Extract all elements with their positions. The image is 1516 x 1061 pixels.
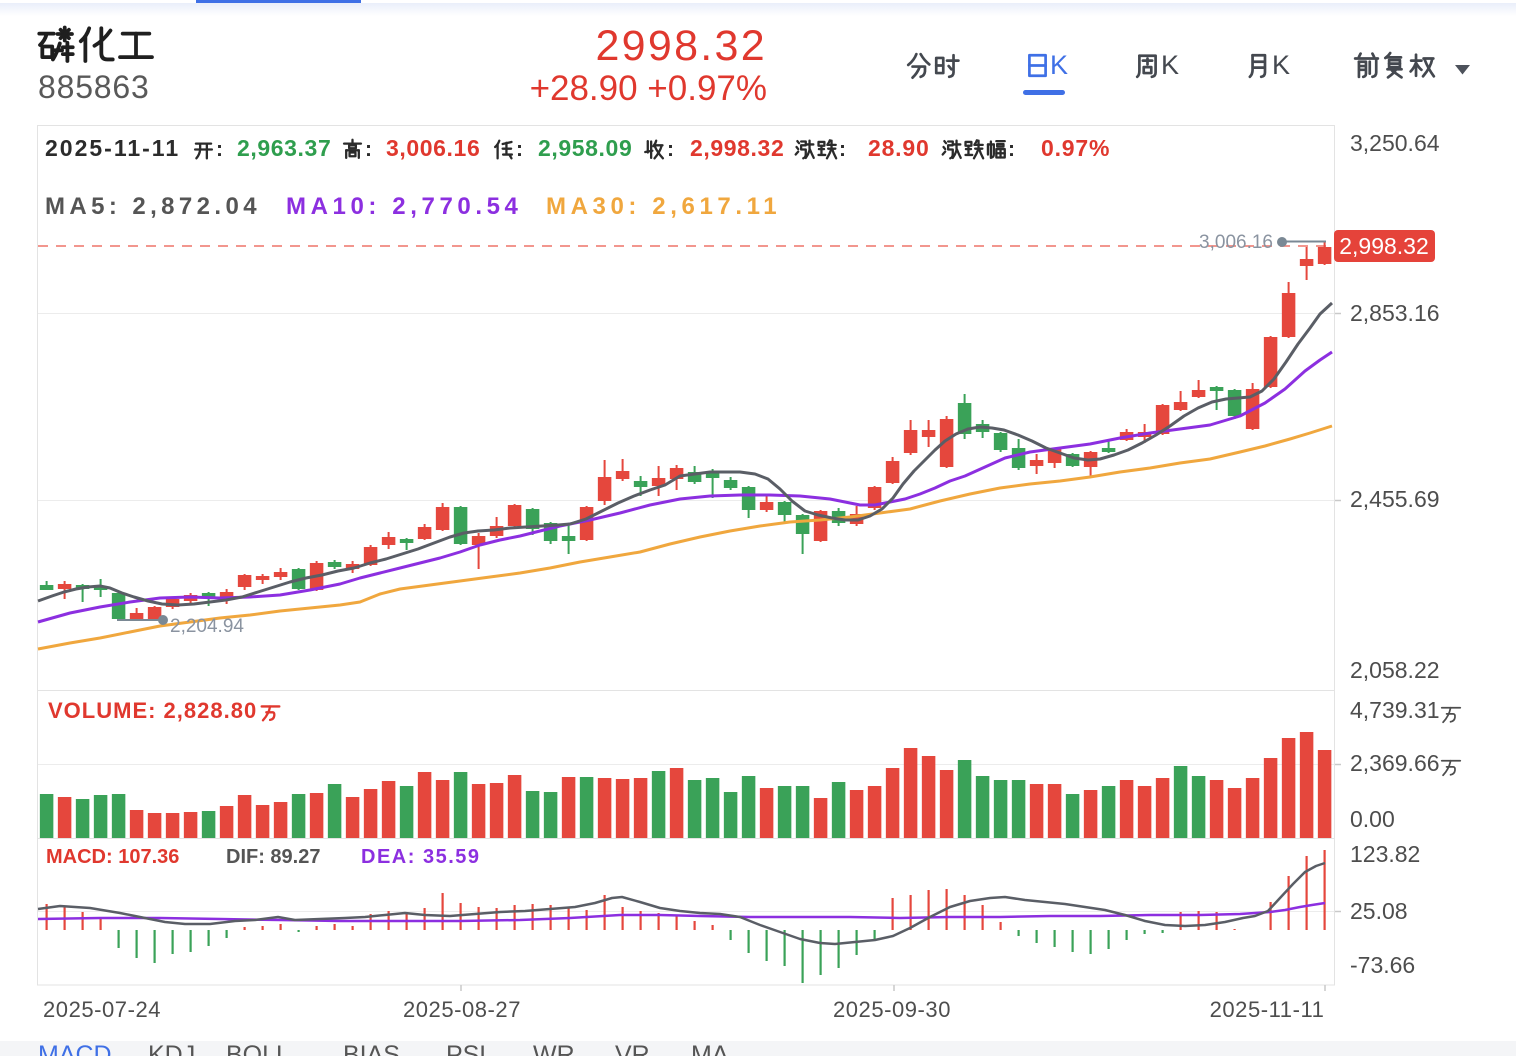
svg-text:KDJ: KDJ <box>148 1041 195 1056</box>
svg-text::: : <box>216 138 223 161</box>
svg-text:-73.66: -73.66 <box>1350 952 1415 978</box>
svg-text:MA5: 2,872.04: MA5: 2,872.04 <box>45 193 261 220</box>
svg-text:DIF: 89.27: DIF: 89.27 <box>226 846 320 868</box>
svg-text:2,455.69: 2,455.69 <box>1350 486 1440 512</box>
svg-text:VOLUME: 2,828.80: VOLUME: 2,828.80 <box>48 698 257 723</box>
svg-text::: : <box>667 138 674 161</box>
svg-text:2,958.09: 2,958.09 <box>538 135 632 161</box>
svg-text:2,998.32: 2,998.32 <box>1339 233 1429 259</box>
svg-text:0.00: 0.00 <box>1350 806 1395 832</box>
svg-text:MA: MA <box>691 1041 729 1056</box>
svg-text:885863: 885863 <box>38 69 150 105</box>
svg-text:BIAS: BIAS <box>343 1041 400 1056</box>
svg-text:K: K <box>1161 50 1179 80</box>
svg-text:28.90: 28.90 <box>868 135 930 161</box>
svg-text:4,739.31: 4,739.31 <box>1350 697 1440 723</box>
svg-text::: : <box>516 138 523 161</box>
svg-text:3,006.16: 3,006.16 <box>386 135 480 161</box>
svg-text:VR: VR <box>615 1041 650 1056</box>
svg-text:2025-07-24: 2025-07-24 <box>43 997 161 1022</box>
svg-text:2025-11-11: 2025-11-11 <box>45 135 180 161</box>
svg-text:3,250.64: 3,250.64 <box>1350 130 1440 156</box>
svg-text:K: K <box>1272 50 1290 80</box>
svg-text:3,006.16: 3,006.16 <box>1199 232 1273 253</box>
svg-text::: : <box>1008 138 1015 161</box>
svg-text:2,204.94: 2,204.94 <box>170 616 244 637</box>
svg-text:123.82: 123.82 <box>1350 841 1420 867</box>
svg-text:+28.90 +0.97%: +28.90 +0.97% <box>530 69 767 108</box>
svg-text::: : <box>839 138 846 161</box>
svg-text::: : <box>365 138 372 161</box>
svg-text:WR: WR <box>533 1041 575 1056</box>
svg-text:BOLL: BOLL <box>226 1041 290 1056</box>
svg-text:MA10: 2,770.54: MA10: 2,770.54 <box>286 193 523 220</box>
svg-text:2025-11-11: 2025-11-11 <box>1210 997 1325 1022</box>
svg-text:PSL: PSL <box>446 1041 493 1056</box>
svg-text:0.97%: 0.97% <box>1041 135 1110 161</box>
svg-text:MACD: 107.36: MACD: 107.36 <box>46 846 179 868</box>
svg-text:MA30: 2,617.11: MA30: 2,617.11 <box>546 193 781 220</box>
svg-text:2,963.37: 2,963.37 <box>237 135 331 161</box>
svg-text:2,058.22: 2,058.22 <box>1350 657 1440 683</box>
svg-text:25.08: 25.08 <box>1350 898 1408 924</box>
svg-text:2,369.66: 2,369.66 <box>1350 750 1440 776</box>
svg-text:2998.32: 2998.32 <box>595 22 767 70</box>
svg-text:2025-08-27: 2025-08-27 <box>403 997 521 1022</box>
svg-text:DEA: 35.59: DEA: 35.59 <box>361 846 481 868</box>
svg-text:K: K <box>1050 50 1068 80</box>
svg-text:2025-09-30: 2025-09-30 <box>833 997 951 1022</box>
svg-text:MACD: MACD <box>38 1041 112 1056</box>
svg-text:2,853.16: 2,853.16 <box>1350 300 1440 326</box>
svg-text:2,998.32: 2,998.32 <box>690 135 784 161</box>
